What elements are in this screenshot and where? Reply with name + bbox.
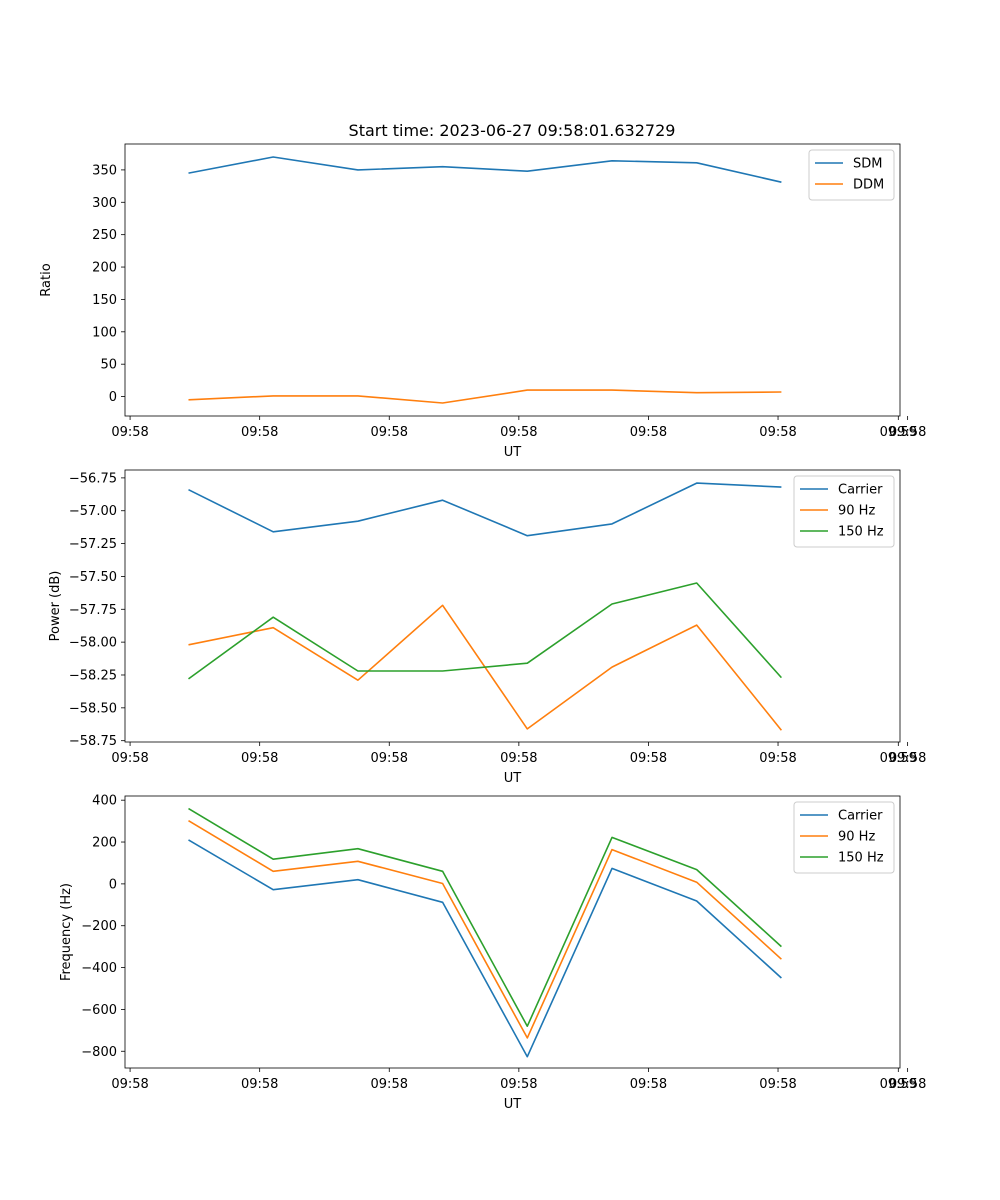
- series-line-150-hz: [188, 582, 782, 680]
- legend-entry-label: 150 Hz: [838, 525, 884, 540]
- plot-frame: [124, 795, 901, 1069]
- y-tick-label: −600: [81, 1003, 117, 1018]
- chart-panel-3: 09:58 09:58 09:58 09:58 09:58 09:58 09:5809:59…: [59, 794, 926, 1112]
- series-line-carrier: [188, 482, 782, 537]
- x-tick-label: 09:58: [111, 425, 148, 440]
- x-axis-label: UT: [504, 771, 522, 786]
- legend-entry-label: 150 Hz: [838, 851, 884, 866]
- legend-entry-label: 90 Hz: [838, 504, 875, 519]
- chart-panel-1: 09:58 09:58 09:58 09:58 09:58 09:58 09:5809:59…: [39, 143, 926, 460]
- y-tick-label: −57.50: [69, 570, 117, 585]
- series-line-90-hz: [188, 820, 782, 1039]
- chart-panel-2: 09:58 09:58 09:58 09:58 09:58 09:58 09:5809:59…: [48, 469, 926, 786]
- chart-panels: 09:58 09:58 09:58 09:58 09:58 09:58 09:5809:59…: [39, 143, 926, 1112]
- y-tick-label: −58.75: [69, 734, 117, 749]
- y-tick-label: −57.00: [69, 504, 117, 519]
- x-tick-label: 09:58: [889, 1077, 926, 1092]
- x-tick-label: 09:58: [759, 751, 796, 766]
- legend-entry-label: 90 Hz: [838, 830, 875, 845]
- x-tick-label: 09:58: [111, 751, 148, 766]
- series-line-150-hz: [188, 807, 782, 1027]
- x-tick-label: 09:58: [630, 1077, 667, 1092]
- y-tick-label: −200: [81, 919, 117, 934]
- x-tick-label: 09:59: [880, 1077, 917, 1092]
- legend-entry-label: Carrier: [838, 809, 883, 824]
- y-tick-label: −400: [81, 961, 117, 976]
- x-tick-label: 09:58: [500, 1077, 537, 1092]
- y-tick-label: 400: [92, 794, 117, 809]
- y-tick-label: −57.75: [69, 603, 117, 618]
- x-tick-label: 09:58: [630, 425, 667, 440]
- legend: SDM DDM: [808, 149, 895, 201]
- legend-entry-label: DDM: [853, 178, 884, 193]
- y-tick-label: −56.75: [69, 471, 117, 486]
- y-tick-label: 250: [92, 228, 117, 243]
- plot-frame: [124, 469, 901, 743]
- figure-title: Start time: 2023-06-27 09:58:01.632729: [349, 121, 676, 140]
- y-tick-label: −57.25: [69, 537, 117, 552]
- series-line-ddm: [188, 389, 782, 404]
- x-tick-label: 09:58: [630, 751, 667, 766]
- legend-entry-label: Carrier: [838, 483, 883, 498]
- legend: Carrier 90 Hz 150 Hz: [793, 475, 895, 548]
- y-tick-label: −58.50: [69, 701, 117, 716]
- legend-box: [793, 475, 895, 548]
- x-tick-label: 09:59: [880, 425, 917, 440]
- x-tick-label: 09:58: [241, 1077, 278, 1092]
- x-tick-label: 09:58: [889, 425, 926, 440]
- x-tick-label: 09:58: [759, 425, 796, 440]
- y-tick-label: 50: [100, 358, 117, 373]
- plot-frame: [124, 143, 901, 417]
- x-tick-label: 09:58: [371, 1077, 408, 1092]
- x-tick-label: 09:58: [241, 751, 278, 766]
- x-tick-label: 09:58: [241, 425, 278, 440]
- y-tick-label: 100: [92, 325, 117, 340]
- x-tick-label: 09:59: [880, 751, 917, 766]
- y-tick-label: −800: [81, 1045, 117, 1060]
- y-tick-label: 200: [92, 836, 117, 851]
- y-tick-label: −58.00: [69, 636, 117, 651]
- x-axis-label: UT: [504, 1097, 522, 1112]
- y-tick-label: 200: [92, 261, 117, 276]
- x-axis-label: UT: [504, 445, 522, 460]
- legend-box: [793, 801, 895, 874]
- x-tick-label: 09:58: [759, 1077, 796, 1092]
- y-axis-label: Ratio: [39, 263, 54, 296]
- legend-entry-label: SDM: [853, 157, 882, 172]
- y-axis-label: Power (dB): [48, 571, 63, 642]
- x-tick-label: 09:58: [371, 425, 408, 440]
- y-tick-label: 150: [92, 293, 117, 308]
- y-axis-label: Frequency (Hz): [59, 883, 74, 981]
- x-tick-label: 09:58: [500, 751, 537, 766]
- y-tick-label: 350: [92, 163, 117, 178]
- x-tick-label: 09:58: [500, 425, 537, 440]
- y-tick-label: 300: [92, 196, 117, 211]
- y-tick-label: 0: [109, 390, 117, 405]
- x-tick-label: 09:58: [111, 1077, 148, 1092]
- x-tick-label: 09:58: [889, 751, 926, 766]
- legend: Carrier 90 Hz 150 Hz: [793, 801, 895, 874]
- y-tick-label: −58.25: [69, 668, 117, 683]
- series-line-carrier: [188, 839, 782, 1058]
- x-tick-label: 09:58: [371, 751, 408, 766]
- y-tick-label: 0: [109, 877, 117, 892]
- series-line-sdm: [188, 156, 782, 183]
